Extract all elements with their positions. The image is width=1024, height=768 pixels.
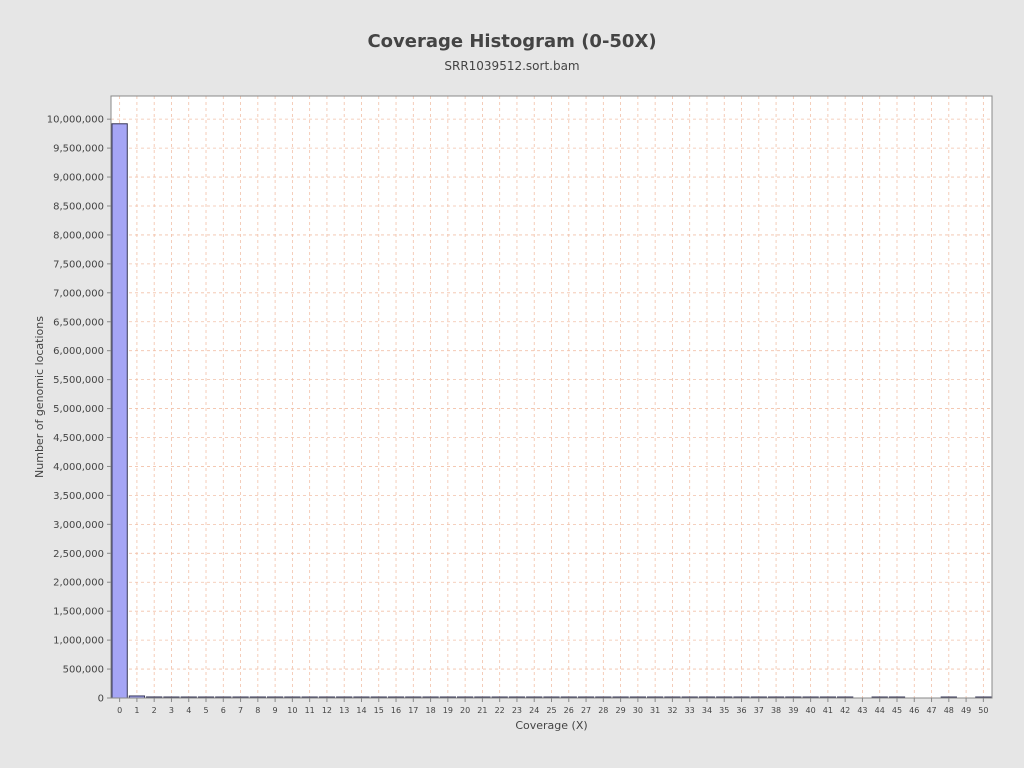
x-tick-label: 47	[926, 706, 936, 715]
x-tick-label: 36	[736, 706, 746, 715]
y-tick-label: 500,000	[63, 665, 104, 676]
x-tick-label: 24	[529, 706, 539, 715]
x-tick-label: 10	[287, 706, 297, 715]
x-tick-label: 45	[892, 706, 902, 715]
y-tick-label: 7,000,000	[53, 288, 104, 299]
y-tick-label: 7,500,000	[53, 259, 104, 270]
x-tick-label: 13	[339, 706, 349, 715]
x-tick-label: 21	[477, 706, 487, 715]
x-tick-label: 49	[961, 706, 971, 715]
x-tick-label: 48	[944, 706, 954, 715]
x-tick-label: 31	[650, 706, 660, 715]
x-tick-label: 37	[754, 706, 764, 715]
y-tick-label: 6,500,000	[53, 317, 104, 328]
y-tick-label: 4,000,000	[53, 462, 104, 473]
x-tick-label: 29	[616, 706, 626, 715]
x-tick-label: 11	[305, 706, 315, 715]
x-tick-label: 30	[633, 706, 643, 715]
y-tick-label: 9,500,000	[53, 144, 104, 155]
x-tick-label: 18	[425, 706, 435, 715]
x-tick-label: 44	[875, 706, 885, 715]
x-tick-label: 5	[203, 706, 208, 715]
y-tick-label: 3,000,000	[53, 520, 104, 531]
x-tick-label: 9	[273, 706, 278, 715]
y-tick-label: 1,000,000	[53, 636, 104, 647]
x-tick-label: 34	[702, 706, 712, 715]
x-tick-label: 6	[221, 706, 226, 715]
x-tick-label: 39	[788, 706, 798, 715]
x-tick-label: 32	[667, 706, 677, 715]
x-tick-label: 43	[857, 706, 867, 715]
x-tick-label: 15	[374, 706, 384, 715]
y-tick-label: 1,500,000	[53, 607, 104, 618]
x-tick-label: 28	[598, 706, 608, 715]
x-axis-ticks: 0 1 2 3 4 5 6 7 8 9 10 11 12 13 14 15 16 17 18 19 20 21 22 23 24…	[117, 698, 988, 715]
y-tick-label: 8,500,000	[53, 201, 104, 212]
x-tick-label: 0	[117, 706, 122, 715]
y-axis-label: Number of genomic locations	[33, 316, 46, 478]
x-tick-label: 42	[840, 706, 850, 715]
x-tick-label: 33	[685, 706, 695, 715]
x-tick-label: 12	[322, 706, 332, 715]
y-tick-label: 2,000,000	[53, 578, 104, 589]
x-tick-label: 46	[909, 706, 919, 715]
x-tick-label: 19	[443, 706, 453, 715]
x-tick-label: 40	[806, 706, 816, 715]
grid-lines	[111, 96, 992, 698]
x-tick-label: 27	[581, 706, 591, 715]
x-tick-label: 7	[238, 706, 243, 715]
x-tick-label: 1	[134, 706, 139, 715]
x-tick-label: 23	[512, 706, 522, 715]
y-tick-label: 0	[98, 694, 104, 705]
x-tick-label: 50	[978, 706, 988, 715]
y-tick-label: 4,500,000	[53, 433, 104, 444]
x-tick-label: 35	[719, 706, 729, 715]
x-axis-label: Coverage (X)	[515, 719, 587, 732]
y-tick-label: 10,000,000	[47, 115, 104, 126]
x-tick-label: 14	[356, 706, 366, 715]
y-tick-label: 6,000,000	[53, 346, 104, 357]
x-tick-label: 16	[391, 706, 401, 715]
x-tick-label: 3	[169, 706, 174, 715]
x-tick-label: 38	[771, 706, 781, 715]
x-tick-label: 4	[186, 706, 191, 715]
histogram-bar-0	[111, 123, 128, 699]
x-tick-label: 8	[255, 706, 260, 715]
y-tick-label: 5,500,000	[53, 375, 104, 386]
x-tick-label: 17	[408, 706, 418, 715]
x-tick-label: 2	[152, 706, 157, 715]
y-tick-label: 3,500,000	[53, 491, 104, 502]
x-tick-label: 22	[495, 706, 505, 715]
y-tick-label: 2,500,000	[53, 549, 104, 560]
x-tick-label: 25	[546, 706, 556, 715]
y-tick-label: 5,000,000	[53, 404, 104, 415]
y-tick-label: 9,000,000	[53, 173, 104, 184]
x-tick-label: 41	[823, 706, 833, 715]
chart-title: Coverage Histogram (0-50X)	[367, 31, 657, 52]
chart-subtitle: SRR1039512.sort.bam	[444, 59, 580, 73]
x-tick-label: 20	[460, 706, 470, 715]
x-tick-label: 26	[564, 706, 574, 715]
y-tick-label: 8,000,000	[53, 230, 104, 241]
y-axis-ticks: 0 500,000 1,000,000 1,500,000 2,000,000 2,500…	[47, 115, 111, 705]
